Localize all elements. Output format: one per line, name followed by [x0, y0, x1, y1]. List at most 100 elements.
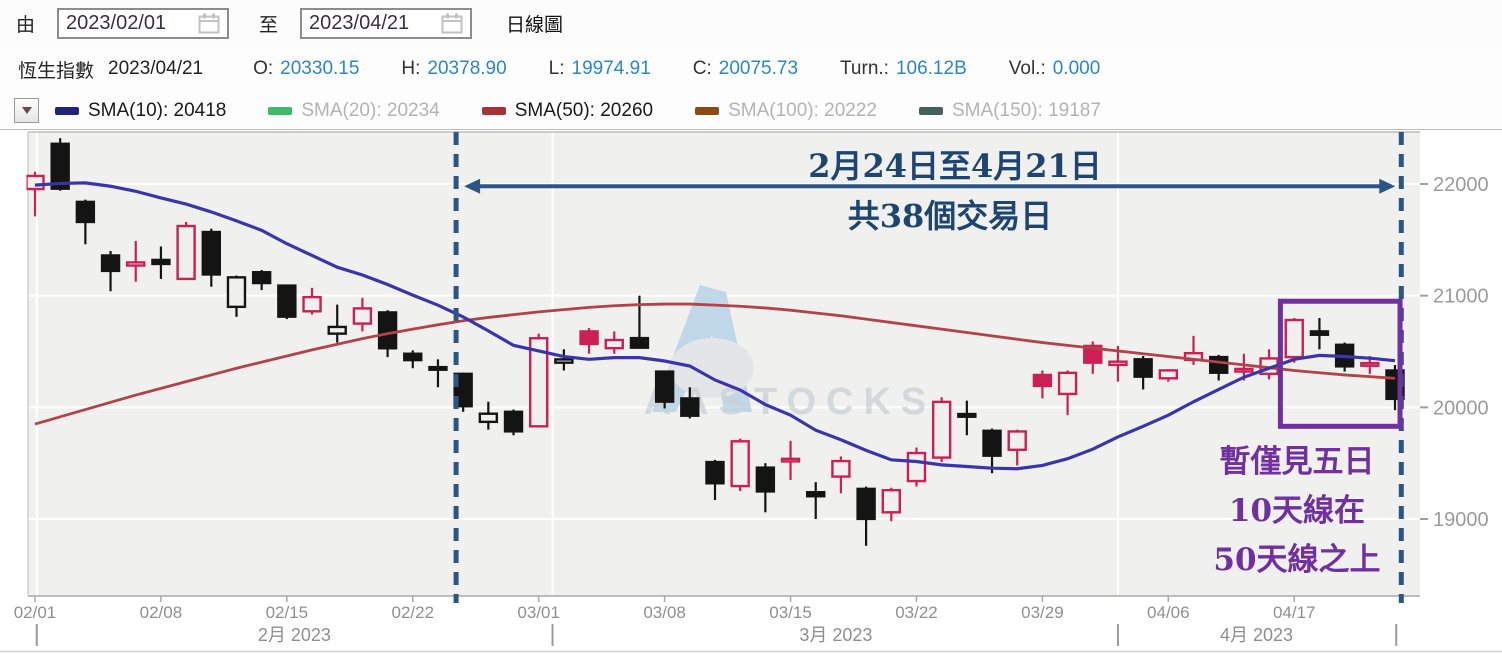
sma-legend-item[interactable]: SMA(150): 19187	[919, 100, 1101, 122]
candle	[503, 409, 524, 436]
candle	[201, 228, 221, 287]
to-label: 至	[259, 14, 279, 36]
y-axis-label: 20000	[1433, 397, 1489, 419]
ohlc-fields: O: 20330.15 H: 20378.90 L: 19974.91 C: 20075.73…	[211, 58, 1100, 80]
candle	[251, 269, 272, 291]
purple-annotation-line3: 50天線之上	[1213, 542, 1380, 578]
x-axis-label: 03/08	[643, 603, 686, 622]
quote-field-value: 106.12B	[895, 58, 967, 79]
toolbar: 由 2023/02/01 至 2023/04/21 日線圖	[0, 0, 1502, 46]
x-axis-label: 03/01	[517, 603, 560, 622]
candle	[881, 487, 901, 522]
quote-field-label: O:	[253, 58, 274, 79]
sma-legend-text: SMA(100): 20222	[728, 99, 877, 121]
candle	[226, 275, 247, 317]
candle	[403, 350, 423, 369]
candle	[428, 359, 448, 388]
purple-annotation-line2: 10天線在	[1229, 493, 1365, 529]
candle	[277, 284, 297, 320]
quote-date: 2023/04/21	[108, 58, 204, 79]
candle	[50, 138, 70, 191]
from-date-input[interactable]: 2023/02/01	[57, 7, 230, 39]
calendar-icon[interactable]	[441, 13, 463, 34]
to-date-input[interactable]: 2023/04/21	[300, 7, 473, 39]
candle	[126, 240, 146, 282]
candle	[931, 397, 952, 463]
sma-legend-item[interactable]: SMA(50): 20260	[481, 99, 654, 122]
candle	[478, 401, 499, 430]
month-label: 3月 2023	[799, 625, 872, 645]
candle	[151, 246, 171, 279]
quote-field: O: 20330.15	[253, 58, 359, 80]
quote-field: Turn.: 106.12B	[840, 58, 967, 80]
quote-field-label: H:	[401, 58, 421, 79]
y-axis-label: 19000	[1433, 509, 1489, 531]
chart-type-label: 日線圖	[506, 14, 564, 36]
calendar-icon[interactable]	[198, 13, 220, 34]
range-annotation-line1: 2月24日至4月21日	[808, 147, 1102, 185]
quote-field-label: Turn.:	[840, 58, 889, 79]
candle	[831, 456, 851, 494]
quote-field-label: Vol.:	[1008, 58, 1046, 79]
range-arrow	[464, 178, 1396, 194]
candle	[780, 440, 801, 480]
sma-color-swatch	[268, 106, 293, 115]
candle	[705, 459, 725, 501]
to-date-value: 2023/04/21	[309, 11, 410, 34]
sma-legend-text: SMA(20): 20234	[301, 99, 440, 121]
candle	[1158, 369, 1179, 382]
y-axis-label: 22000	[1433, 174, 1489, 196]
candle	[806, 482, 826, 520]
candle	[1309, 318, 1330, 350]
y-axis-label: 21000	[1433, 286, 1489, 308]
sma50-line	[34, 302, 1396, 426]
quote-field: Vol.: 0.000	[1009, 58, 1101, 80]
purple-annotation-line1: 暫僅見五日	[1220, 444, 1375, 480]
x-axis-label: 02/08	[140, 603, 183, 622]
candles	[26, 138, 1405, 546]
sma-color-swatch	[55, 106, 79, 115]
candle	[529, 333, 549, 428]
sma-legend-text: SMA(10): 20418	[88, 99, 227, 121]
candle	[1057, 370, 1078, 416]
x-axis-label: 04/17	[1273, 603, 1316, 622]
sma-legend-item[interactable]: SMA(10): 20418	[55, 100, 226, 122]
candle	[654, 370, 675, 409]
sma-legend-item[interactable]: SMA(100): 20222	[695, 100, 877, 122]
indicator-dropdown-button[interactable]	[14, 98, 39, 123]
candle	[176, 221, 196, 281]
candle	[680, 387, 700, 419]
index-name: 恆生指數	[18, 60, 95, 82]
candle	[302, 287, 322, 315]
sma-legend-item[interactable]: SMA(20): 20234	[268, 99, 440, 122]
quote-field-value: 0.000	[1052, 58, 1101, 79]
chevron-down-icon	[21, 107, 32, 114]
range-annotation-line2: 共38個交易日	[848, 197, 1053, 235]
candle	[100, 251, 121, 292]
quote-field-label: C:	[692, 58, 712, 79]
sma-legend-items: SMA(10): 20418 SMA(20): 20234 SMA(50): 202…	[55, 100, 1143, 122]
candle	[352, 297, 373, 332]
candle	[856, 486, 876, 546]
candle	[755, 463, 776, 513]
candle	[1032, 370, 1053, 399]
quote-bar: 恆生指數 2023/04/21 O: 20330.15 H: 20378.90 L: 19…	[0, 46, 1502, 92]
candle	[1133, 355, 1153, 390]
candle	[1007, 429, 1027, 466]
candle	[730, 438, 750, 492]
quote-field-value: 20075.73	[718, 58, 799, 79]
candle	[75, 199, 96, 245]
quote-field: H: 20378.90	[401, 58, 506, 80]
quote-field-value: 19974.91	[571, 58, 651, 79]
quote-field-value: 20330.15	[280, 58, 360, 79]
sma-legend-text: SMA(50): 20260	[514, 99, 654, 121]
x-axis-label: 03/29	[1021, 603, 1064, 622]
candle	[327, 304, 347, 343]
quote-field: C: 20075.73	[693, 58, 798, 80]
sma-color-swatch	[695, 106, 720, 115]
candle	[604, 331, 624, 354]
from-label: 由	[16, 14, 36, 36]
candle	[554, 349, 574, 371]
